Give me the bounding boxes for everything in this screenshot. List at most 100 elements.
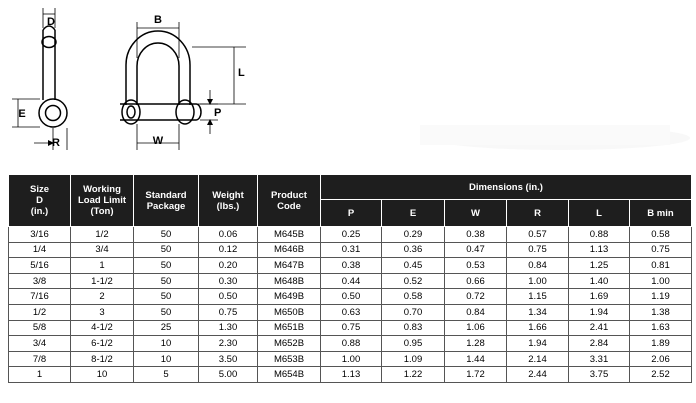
cell-code: M651B <box>257 319 321 337</box>
cell-package: 25 <box>133 319 199 337</box>
header-dim-p: P <box>320 199 382 227</box>
label-b: B <box>154 14 162 26</box>
cell-weight: 5.00 <box>198 366 258 383</box>
table-row: 1/4 3/4 50 0.12 M646B 0.31 0.36 0.47 0.75 1.13 0.7… <box>8 241 692 259</box>
cell-wll: 2 <box>70 288 134 305</box>
cell-package: 50 <box>133 303 199 321</box>
cell-package: 50 <box>133 272 199 290</box>
cell-size: 1/4 <box>8 241 71 259</box>
cell-b-min: 1.63 <box>629 319 692 337</box>
cell-l: 1.69 <box>568 288 630 305</box>
cell-e: 0.70 <box>381 303 445 321</box>
cell-r: 0.75 <box>506 241 569 259</box>
header-weight: Weight (lbs.) <box>198 174 258 227</box>
cell-p: 0.88 <box>320 335 382 352</box>
cell-w: 0.53 <box>444 257 507 274</box>
table-row: 1/2 3 50 0.75 M650B 0.63 0.70 0.84 1.34 1.94 1.38 <box>8 303 692 321</box>
cell-wll: 8-1/2 <box>70 350 134 368</box>
cell-package: 5 <box>133 366 199 383</box>
cell-package: 10 <box>133 350 199 368</box>
header-dim-e: E <box>381 199 445 227</box>
header-standard-package: Standard Package <box>133 174 199 227</box>
cell-b-min: 2.06 <box>629 350 692 368</box>
cell-b-min: 2.52 <box>629 366 692 383</box>
cell-e: 0.58 <box>381 288 445 305</box>
cell-wll: 3/4 <box>70 241 134 259</box>
cell-weight: 0.30 <box>198 272 258 290</box>
header-dim-w: W <box>444 199 507 227</box>
cell-w: 0.84 <box>444 303 507 321</box>
cell-e: 0.95 <box>381 335 445 352</box>
table-body: 3/16 1/2 50 0.06 M645B 0.25 0.29 0.38 0.57 0.88 0.… <box>8 226 692 383</box>
table-row: 5/16 1 50 0.20 M647B 0.38 0.45 0.53 0.84 1.25 0.81 <box>8 257 692 274</box>
cell-b-min: 1.38 <box>629 303 692 321</box>
cell-wll: 3 <box>70 303 134 321</box>
header-working-load-limit: Working Load Limit (Ton) <box>70 174 134 227</box>
table-row: 5/8 4-1/2 25 1.30 M651B 0.75 0.83 1.06 1.66 2.41 1… <box>8 319 692 337</box>
cell-wll: 10 <box>70 366 134 383</box>
cell-e: 1.09 <box>381 350 445 368</box>
cell-code: M654B <box>257 366 321 383</box>
cell-wll: 1-1/2 <box>70 272 134 290</box>
cell-l: 3.75 <box>568 366 630 383</box>
cell-code: M645B <box>257 226 321 243</box>
cell-l: 0.88 <box>568 226 630 243</box>
cell-l: 1.94 <box>568 303 630 321</box>
cell-code: M647B <box>257 257 321 274</box>
shackle-specification-table: Size D (in.) Working Load Limit (Ton) Standa… <box>8 174 692 383</box>
cell-package: 50 <box>133 226 199 243</box>
cell-p: 1.00 <box>320 350 382 368</box>
cell-w: 1.72 <box>444 366 507 383</box>
cell-code: M653B <box>257 350 321 368</box>
header-dim-b-min: B min <box>629 199 692 227</box>
label-r: R <box>52 137 60 149</box>
cell-weight: 0.12 <box>198 241 258 259</box>
table-row: 1 10 5 5.00 M654B 1.13 1.22 1.72 2.44 3.75 2.52 <box>8 366 692 383</box>
cell-l: 1.25 <box>568 257 630 274</box>
table-row: 7/16 2 50 0.50 M649B 0.50 0.58 0.72 1.15 1.69 1.19 <box>8 288 692 305</box>
cell-l: 3.31 <box>568 350 630 368</box>
cell-package: 50 <box>133 241 199 259</box>
label-p: P <box>214 107 221 119</box>
cell-weight: 0.06 <box>198 226 258 243</box>
cell-w: 0.47 <box>444 241 507 259</box>
cell-p: 0.44 <box>320 272 382 290</box>
label-w: W <box>153 135 164 147</box>
cell-code: M650B <box>257 303 321 321</box>
header-dimensions: Dimensions (in.) <box>320 174 692 200</box>
cell-wll: 1/2 <box>70 226 134 243</box>
label-l: L <box>238 67 245 79</box>
cell-e: 0.52 <box>381 272 445 290</box>
label-d: D <box>47 16 55 28</box>
cell-weight: 0.75 <box>198 303 258 321</box>
header-dim-r: R <box>506 199 569 227</box>
cell-r: 1.66 <box>506 319 569 337</box>
cell-p: 0.25 <box>320 226 382 243</box>
cell-package: 10 <box>133 335 199 352</box>
table-row: 7/8 8-1/2 10 3.50 M653B 1.00 1.09 1.44 2.14 3.31 2… <box>8 350 692 368</box>
cell-size: 3/4 <box>8 335 71 352</box>
table-row: 3/8 1-1/2 50 0.30 M648B 0.44 0.52 0.66 1.00 1.40 1… <box>8 272 692 290</box>
cell-wll: 1 <box>70 257 134 274</box>
cell-package: 50 <box>133 257 199 274</box>
cell-b-min: 0.75 <box>629 241 692 259</box>
cell-p: 0.38 <box>320 257 382 274</box>
cell-p: 0.75 <box>320 319 382 337</box>
cell-b-min: 0.81 <box>629 257 692 274</box>
cell-l: 2.41 <box>568 319 630 337</box>
label-e: E <box>18 108 25 120</box>
cell-r: 2.14 <box>506 350 569 368</box>
shackle-front-view <box>120 30 202 125</box>
cell-wll: 4-1/2 <box>70 319 134 337</box>
cell-package: 50 <box>133 288 199 305</box>
cell-b-min: 1.89 <box>629 335 692 352</box>
cell-p: 0.31 <box>320 241 382 259</box>
cell-b-min: 1.00 <box>629 272 692 290</box>
cell-size: 5/8 <box>8 319 71 337</box>
cell-size: 1/2 <box>8 303 71 321</box>
cell-wll: 6-1/2 <box>70 335 134 352</box>
cell-b-min: 1.19 <box>629 288 692 305</box>
cell-code: M646B <box>257 241 321 259</box>
cell-e: 0.29 <box>381 226 445 243</box>
header-size: Size D (in.) <box>8 174 71 227</box>
